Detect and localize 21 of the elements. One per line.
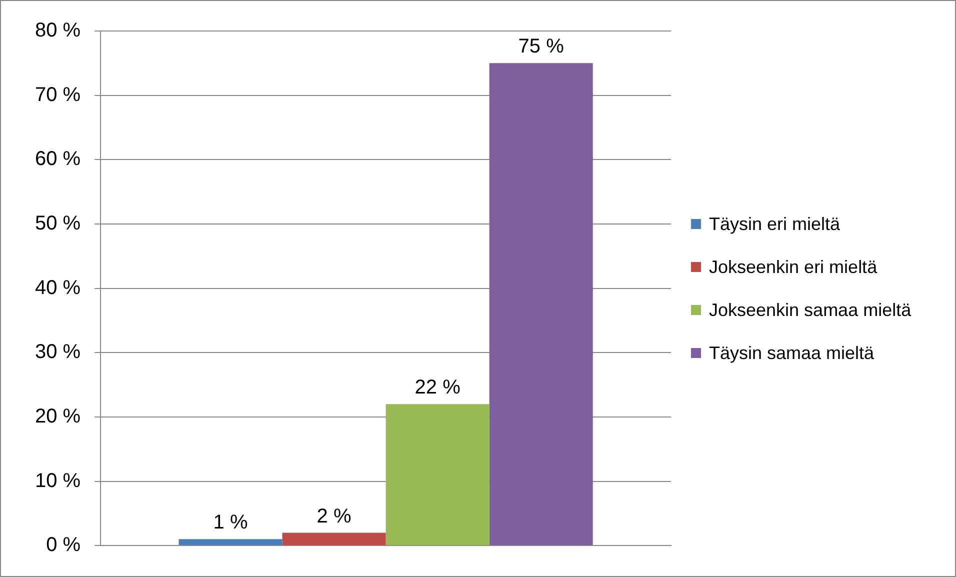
legend-label: Jokseenkin samaa mieltä	[709, 300, 912, 320]
y-tick-label: 80 %	[34, 20, 81, 42]
y-tick-label: 10 %	[34, 470, 81, 492]
data-label: 1 %	[213, 512, 248, 534]
data-label: 22 %	[414, 376, 461, 399]
bar	[386, 404, 490, 546]
y-tick-label: 20 %	[34, 405, 81, 428]
y-tick-label: 30 %	[34, 341, 81, 364]
y-tick-label: 40 %	[34, 276, 81, 299]
legend-label: Täysin samaa mieltä	[709, 342, 874, 364]
y-tick-label: 50 %	[34, 212, 81, 234]
bar	[282, 532, 386, 546]
data-label: 75 %	[518, 36, 564, 58]
legend-label: Jokseenkin eri mieltä	[709, 256, 878, 278]
bar	[178, 539, 282, 546]
legend-label: Täysin eri mieltä	[709, 214, 840, 234]
y-tick-label: 70 %	[34, 84, 81, 106]
y-tick-label: 0 %	[46, 534, 81, 556]
bar	[489, 63, 593, 546]
y-tick-label: 60 %	[34, 148, 81, 170]
data-label: 2 %	[316, 505, 352, 528]
